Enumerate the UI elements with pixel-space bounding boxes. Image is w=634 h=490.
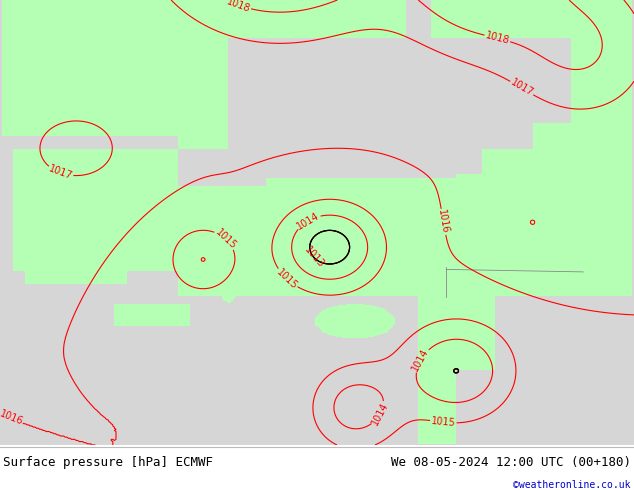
- Text: 1016: 1016: [0, 409, 24, 427]
- Text: 1015: 1015: [430, 416, 456, 428]
- Text: 1014: 1014: [370, 400, 391, 427]
- Text: 1014: 1014: [295, 210, 321, 231]
- Text: 1018: 1018: [484, 30, 510, 46]
- Text: Surface pressure [hPa] ECMWF: Surface pressure [hPa] ECMWF: [3, 457, 213, 469]
- Text: 1017: 1017: [508, 77, 535, 98]
- Text: 1014: 1014: [410, 347, 431, 373]
- Text: 1015: 1015: [213, 227, 238, 251]
- Text: ©weatheronline.co.uk: ©weatheronline.co.uk: [514, 481, 631, 490]
- Text: 1013: 1013: [302, 245, 326, 270]
- Text: 1017: 1017: [47, 164, 74, 182]
- Text: 1018: 1018: [225, 0, 252, 14]
- Text: 1015: 1015: [275, 267, 299, 291]
- Text: We 08-05-2024 12:00 UTC (00+180): We 08-05-2024 12:00 UTC (00+180): [391, 457, 631, 469]
- Text: 1016: 1016: [436, 209, 450, 235]
